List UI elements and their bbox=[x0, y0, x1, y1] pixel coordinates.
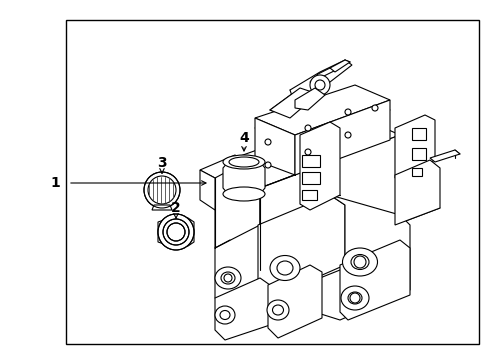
Bar bbox=[302, 190, 316, 200]
Polygon shape bbox=[215, 165, 260, 270]
Ellipse shape bbox=[266, 300, 288, 320]
Polygon shape bbox=[294, 88, 325, 110]
Ellipse shape bbox=[215, 306, 235, 324]
Polygon shape bbox=[200, 155, 244, 178]
Ellipse shape bbox=[220, 310, 229, 320]
Polygon shape bbox=[309, 68, 335, 88]
Bar bbox=[411, 148, 425, 160]
Polygon shape bbox=[254, 118, 294, 175]
Text: 4: 4 bbox=[239, 131, 248, 145]
Polygon shape bbox=[152, 205, 172, 210]
Polygon shape bbox=[215, 225, 274, 308]
Circle shape bbox=[314, 80, 325, 90]
Text: 2: 2 bbox=[171, 201, 181, 215]
Circle shape bbox=[264, 139, 270, 145]
Circle shape bbox=[345, 109, 350, 115]
Circle shape bbox=[158, 214, 194, 250]
Polygon shape bbox=[394, 115, 434, 178]
Polygon shape bbox=[269, 195, 409, 320]
Polygon shape bbox=[339, 240, 409, 320]
Polygon shape bbox=[394, 160, 439, 225]
Bar bbox=[302, 172, 319, 184]
Circle shape bbox=[345, 132, 350, 138]
Circle shape bbox=[305, 149, 310, 155]
Text: 3: 3 bbox=[157, 156, 166, 170]
Bar bbox=[66, 20, 478, 344]
Circle shape bbox=[309, 75, 329, 95]
Polygon shape bbox=[200, 170, 215, 210]
Circle shape bbox=[163, 219, 189, 245]
Ellipse shape bbox=[215, 267, 241, 289]
Polygon shape bbox=[158, 218, 194, 246]
Circle shape bbox=[264, 162, 270, 168]
Polygon shape bbox=[329, 60, 349, 72]
Ellipse shape bbox=[223, 155, 264, 169]
Circle shape bbox=[349, 293, 359, 303]
Polygon shape bbox=[215, 278, 269, 340]
Polygon shape bbox=[215, 115, 399, 188]
Circle shape bbox=[305, 125, 310, 131]
Ellipse shape bbox=[276, 261, 292, 275]
Ellipse shape bbox=[340, 286, 368, 310]
Bar bbox=[411, 168, 421, 176]
Polygon shape bbox=[260, 135, 399, 270]
Circle shape bbox=[167, 223, 184, 241]
Polygon shape bbox=[289, 60, 351, 105]
Circle shape bbox=[353, 256, 365, 268]
Ellipse shape bbox=[228, 157, 259, 167]
Text: 1: 1 bbox=[50, 176, 60, 190]
Polygon shape bbox=[223, 162, 264, 194]
Circle shape bbox=[371, 105, 377, 111]
Bar bbox=[411, 128, 425, 140]
Polygon shape bbox=[254, 85, 389, 135]
Bar bbox=[302, 155, 319, 167]
Polygon shape bbox=[294, 100, 389, 175]
Polygon shape bbox=[267, 265, 321, 338]
Ellipse shape bbox=[342, 248, 377, 276]
Ellipse shape bbox=[269, 256, 299, 280]
Polygon shape bbox=[269, 88, 317, 118]
Ellipse shape bbox=[221, 272, 235, 284]
Polygon shape bbox=[258, 195, 345, 298]
Ellipse shape bbox=[350, 255, 368, 270]
Ellipse shape bbox=[223, 187, 264, 201]
Circle shape bbox=[148, 176, 176, 204]
Ellipse shape bbox=[347, 292, 361, 304]
Polygon shape bbox=[429, 150, 459, 162]
Circle shape bbox=[143, 172, 180, 208]
Circle shape bbox=[224, 274, 231, 282]
Polygon shape bbox=[299, 122, 339, 210]
Ellipse shape bbox=[272, 305, 283, 315]
